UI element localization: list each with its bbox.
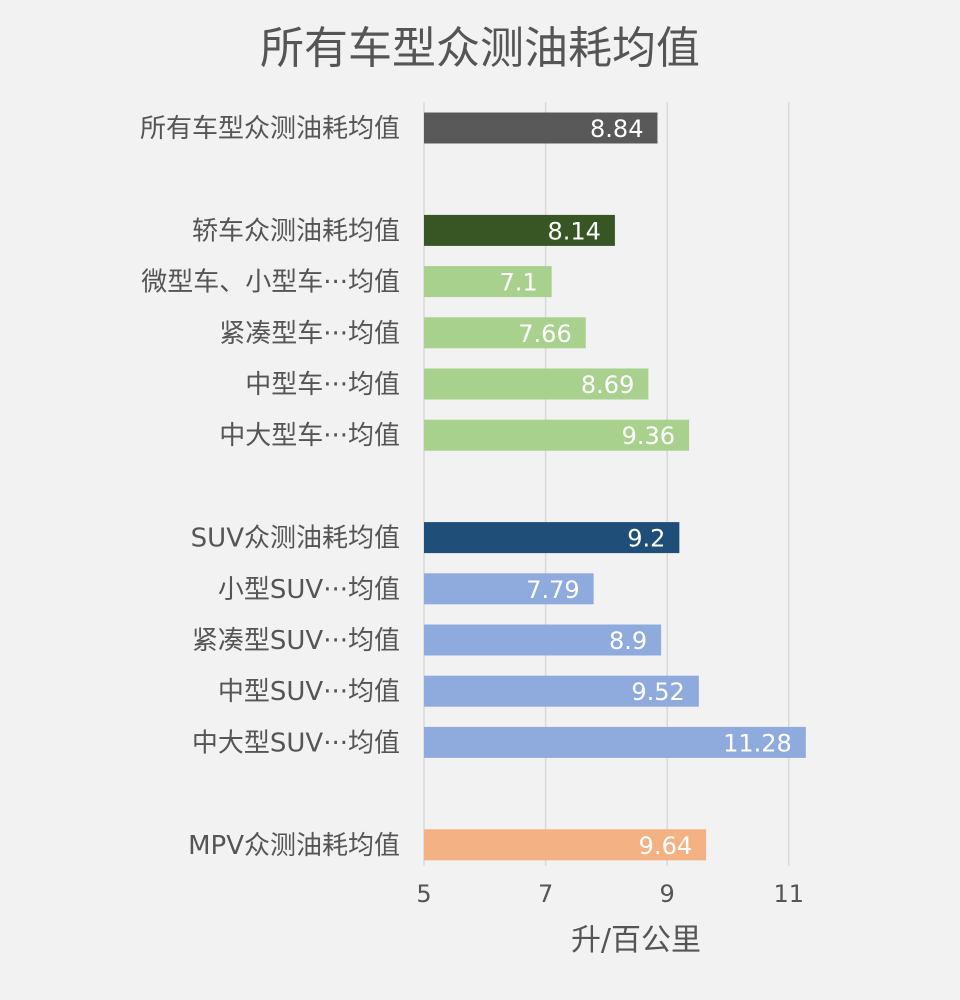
bar xyxy=(424,368,649,400)
x-tick-labels: 5 7 9 11 xyxy=(416,880,804,908)
x-tick-label: 7 xyxy=(538,880,553,908)
bar xyxy=(424,675,699,707)
bar xyxy=(424,419,690,451)
data-label: 8.9 xyxy=(609,627,647,655)
bars: 8.84 8.14 7.1 7.66 8.69 9.36 9.2 7.79 8.9 9.52 11.… xyxy=(424,112,806,861)
bar xyxy=(424,317,586,349)
category-label: 紧凑型车···均值 xyxy=(219,319,400,349)
bar xyxy=(424,573,594,605)
category-label: 所有车型众测油耗均值 xyxy=(140,114,400,144)
data-label: 9.52 xyxy=(631,678,684,706)
x-axis-title: 升/百公里 xyxy=(571,923,701,958)
data-label: 9.36 xyxy=(622,422,675,450)
bar xyxy=(424,726,806,758)
category-label: 紧凑型SUV···均值 xyxy=(192,626,400,656)
bar xyxy=(424,624,662,656)
category-label: 中大型车···均值 xyxy=(219,421,400,451)
bar xyxy=(424,522,680,554)
x-tick-label: 9 xyxy=(660,880,675,908)
data-label: 11.28 xyxy=(723,729,792,757)
category-label: 微型车、小型车···均值 xyxy=(141,268,400,298)
bar xyxy=(424,266,552,298)
data-label: 9.64 xyxy=(639,832,692,860)
data-label: 8.14 xyxy=(547,217,600,245)
category-label: 中型SUV···均值 xyxy=(218,677,400,707)
category-label: 小型SUV···均值 xyxy=(218,575,400,605)
category-label: 中大型SUV···均值 xyxy=(192,728,400,758)
data-label: 9.2 xyxy=(627,525,665,553)
x-tick-label: 5 xyxy=(416,880,431,908)
data-label: 7.79 xyxy=(526,576,579,604)
data-label: 7.66 xyxy=(518,320,571,348)
category-labels: 所有车型众测油耗均值轿车众测油耗均值微型车、小型车···均值紧凑型车···均值中… xyxy=(140,114,400,861)
data-label: 7.1 xyxy=(500,269,538,297)
chart-title: 所有车型众测油耗均值 xyxy=(260,23,700,74)
category-label: MPV众测油耗均值 xyxy=(188,831,400,861)
data-label: 8.84 xyxy=(590,115,643,143)
bar xyxy=(424,829,707,861)
bar xyxy=(424,112,658,144)
category-label: SUV众测油耗均值 xyxy=(191,524,400,554)
x-tick-label: 11 xyxy=(774,880,805,908)
bar xyxy=(424,214,615,246)
category-label: 中型车···均值 xyxy=(245,370,400,400)
category-label: 轿车众测油耗均值 xyxy=(192,216,400,246)
data-label: 8.69 xyxy=(581,371,634,399)
